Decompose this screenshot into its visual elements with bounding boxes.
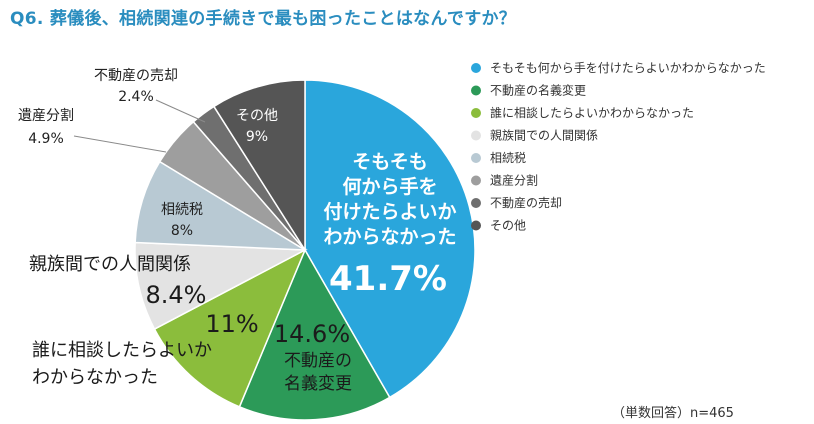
slice-value-6: 4.9% — [28, 131, 64, 147]
slice-value-3: 11% — [205, 310, 258, 338]
slice-label-1-line-1: そもそも — [352, 151, 428, 173]
legend-entry-3: 誰に相談したらよいかわからなかった — [490, 105, 694, 120]
pie-slice-1 — [304, 79, 476, 399]
legend-entry-5: 相続税 — [490, 151, 526, 165]
legend-entry-6: 遺産分割 — [490, 173, 538, 188]
legend-marker-7 — [471, 198, 481, 208]
slice-label-6-line-1: 遺産分割 — [18, 107, 74, 124]
slice-label-3-line-2: わからなかった — [32, 367, 158, 388]
leader-line-6 — [73, 135, 167, 153]
slice-label-2-line-1: 不動産の — [284, 351, 352, 371]
legend-marker-6 — [471, 175, 481, 186]
slice-label-7-line-1: 不動産の売却 — [94, 68, 178, 84]
slice-label-5-line-1: 相続税 — [161, 201, 203, 218]
legend-marker-4 — [471, 130, 481, 141]
slice-label-1-line-2: 何から手を — [342, 175, 437, 198]
chart-title: Q6. 葬儀後、相続関連の手続きで最も困ったことはなんですか？ — [10, 9, 517, 29]
leader-line-7 — [155, 99, 206, 123]
slice-label-2-line-2: 名義変更 — [284, 374, 352, 394]
slice-label-8-line-1: その他 — [236, 108, 278, 124]
legend-marker-5 — [471, 153, 481, 163]
slice-value-7: 2.4% — [118, 89, 154, 105]
slice-value-2: 14.6% — [274, 320, 350, 348]
slice-value-5: 8% — [171, 223, 193, 239]
legend-marker-2 — [471, 85, 481, 96]
slice-value-8: 9% — [246, 129, 268, 145]
slice-value-1: 41.7% — [329, 259, 447, 299]
pie-slice-8 — [212, 79, 306, 253]
legend-entry-2: 不動産の名義変更 — [490, 83, 586, 98]
legend-entry-1: そもそも何から手を付けたらよいかわからなかった — [490, 61, 766, 75]
pie-slice-3 — [153, 248, 307, 408]
legend-marker-3 — [471, 108, 481, 118]
slice-label-1-line-4: わからなかった — [323, 226, 456, 248]
legend-marker-8 — [471, 220, 481, 231]
legend-entry-8: その他 — [490, 219, 526, 233]
slice-value-4: 8.4% — [146, 281, 207, 309]
slice-label-3-line-1: 誰に相談したらよいか — [32, 340, 212, 361]
legend-entry-7: 不動産の売却 — [490, 195, 562, 210]
slice-label-4-line-1: 親族間での人間関係 — [29, 254, 191, 275]
pie-slice-2 — [238, 248, 391, 421]
slice-label-1-line-3: 付けたらよいか — [323, 200, 456, 223]
legend-marker-1 — [471, 63, 481, 73]
sample-size-note: （単数回答）n=465 — [612, 406, 734, 421]
pie-slice-4 — [134, 241, 308, 331]
legend-entry-4: 親族間での人間関係 — [490, 129, 598, 143]
